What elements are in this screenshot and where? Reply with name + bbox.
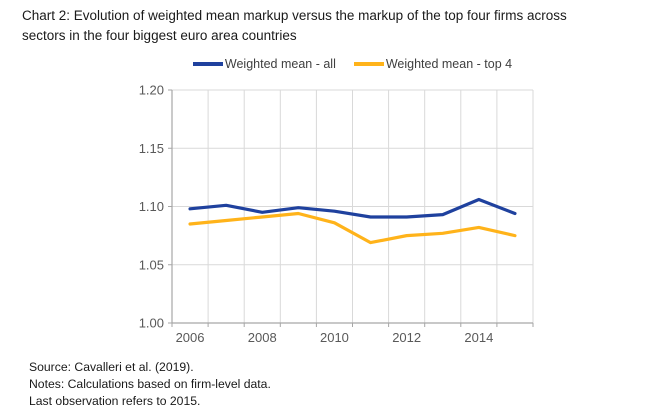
chart-title-line1: Chart 2: Evolution of weighted mean mark… bbox=[22, 8, 567, 23]
markup-line-chart: 1.00 1.05 1.10 1.15 1.20 2006 2008 2010 2012 2014 bbox=[139, 83, 534, 345]
calculations-note: Notes: Calculations based on firm-level … bbox=[29, 377, 271, 391]
x-axis-label: 2014 bbox=[464, 330, 493, 345]
y-axis-label: 1.15 bbox=[139, 141, 164, 156]
chart-notes: Source: Cavalleri et al. (2019). Notes: … bbox=[29, 359, 271, 410]
legend-label-weighted-mean-all: Weighted mean - all bbox=[224, 57, 336, 71]
legend-line-swatch-orange bbox=[353, 62, 384, 66]
chart-title-line2: sectors in the four biggest euro area co… bbox=[22, 27, 297, 43]
legend-item-weighted-mean-top4: Weighted mean - top 4 bbox=[353, 57, 513, 71]
x-axis-label: 2008 bbox=[248, 330, 277, 345]
x-axis-label: 2010 bbox=[320, 330, 349, 345]
y-axis-label: 1.05 bbox=[139, 257, 164, 272]
x-axis-label: 2012 bbox=[392, 330, 421, 345]
series-line-weighted-mean-top-4 bbox=[188, 211, 517, 245]
legend-item-weighted-mean-all: Weighted mean - all bbox=[192, 57, 336, 71]
series-line-weighted-mean-all bbox=[188, 197, 517, 219]
legend-line-swatch-blue bbox=[192, 62, 223, 66]
y-axis-label: 1.10 bbox=[139, 199, 164, 214]
y-axis-label: 1.20 bbox=[139, 83, 164, 98]
source-note: Source: Cavalleri et al. (2019). bbox=[29, 360, 194, 374]
chart-legend: Weighted mean - all Weighted mean - top … bbox=[172, 57, 533, 71]
y-axis-label: 1.00 bbox=[139, 316, 164, 331]
x-axis-label: 2006 bbox=[176, 330, 205, 345]
last-observation-note: Last observation refers to 2015. bbox=[29, 394, 201, 408]
legend-label-weighted-mean-top4: Weighted mean - top 4 bbox=[385, 57, 513, 71]
chart-title: Chart 2: Evolution of weighted mean mark… bbox=[22, 6, 658, 45]
